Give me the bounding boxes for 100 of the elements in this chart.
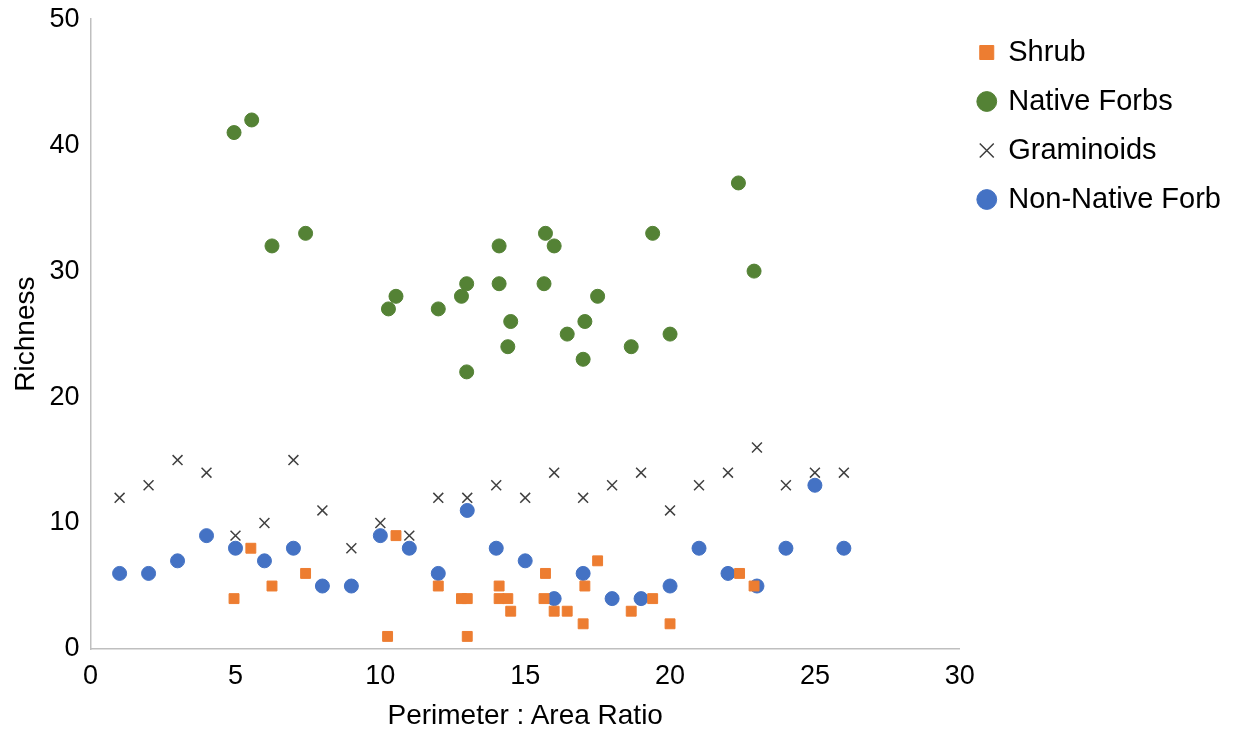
y-axis-title: Richness [8,276,40,392]
point [647,593,659,605]
point [401,540,417,556]
point [459,276,475,292]
point [491,276,507,292]
point [300,567,312,579]
y-tick-label: 30 [49,254,80,285]
point [778,540,794,556]
x-tick-label: 0 [83,659,99,690]
point [461,630,473,642]
point [548,466,560,479]
point [579,580,591,592]
point [244,112,260,128]
point [459,502,475,518]
point [228,593,240,605]
point [561,605,573,617]
point [720,565,736,581]
point [388,288,404,304]
point [838,466,850,479]
point [693,479,705,491]
y-tick-label: 40 [49,128,80,159]
point [575,565,591,581]
point [606,479,618,491]
x-tick-label: 20 [655,659,686,690]
point [748,580,760,592]
point [517,553,533,569]
point [453,288,469,304]
point [170,553,186,569]
point [691,540,707,556]
point [226,125,242,141]
point [491,238,507,254]
point [141,565,157,581]
point [780,479,792,491]
point [390,530,402,542]
point [577,492,589,504]
x-tick-label: 5 [227,659,243,690]
point [662,578,678,594]
point [345,542,358,554]
point [592,555,604,567]
point [256,553,272,569]
point [519,492,531,504]
point [502,593,514,605]
point [500,339,516,355]
y-tick-label: 50 [49,2,80,33]
legend-label: Shrub [1008,34,1086,67]
point [575,351,591,367]
point [536,276,552,292]
point [809,466,821,479]
point [590,288,606,304]
y-tick-label: 10 [49,506,80,537]
point [287,454,300,466]
point [836,540,852,556]
point [199,528,215,544]
point [380,301,396,317]
point [537,225,553,241]
point [559,326,575,342]
point [113,492,126,504]
point [722,466,734,479]
point [664,504,676,517]
y-tick-label: 20 [49,380,80,411]
point [343,578,359,594]
point [664,618,676,630]
point [623,339,639,355]
legend-label: Non-Native Forb [1008,181,1222,214]
point [266,580,278,592]
point [403,529,416,542]
point [314,578,330,594]
point [430,301,446,317]
point [577,618,589,630]
point [430,565,446,581]
point [645,225,661,241]
point [746,263,762,279]
point [227,540,243,556]
point [229,529,242,542]
point [432,492,444,504]
point [461,492,473,504]
point [316,504,329,517]
point [662,326,678,342]
x-tick-label: 10 [365,659,396,690]
point [374,517,387,529]
x-axis-title: Perimeter : Area Ratio [387,698,663,730]
point [604,591,620,607]
point [730,175,746,191]
point [285,540,301,556]
point [112,565,128,581]
point [807,477,823,493]
point [382,630,394,642]
point [264,238,280,254]
point [372,528,388,544]
x-tick-label: 15 [510,659,541,690]
x-tick-label: 25 [799,659,830,690]
point [171,454,184,466]
point [734,567,746,579]
legend-label: Native Forbs [1008,83,1173,116]
point [503,314,519,329]
point [625,605,637,617]
point [461,593,473,605]
point [432,580,444,592]
point [142,479,155,491]
point [633,591,649,607]
